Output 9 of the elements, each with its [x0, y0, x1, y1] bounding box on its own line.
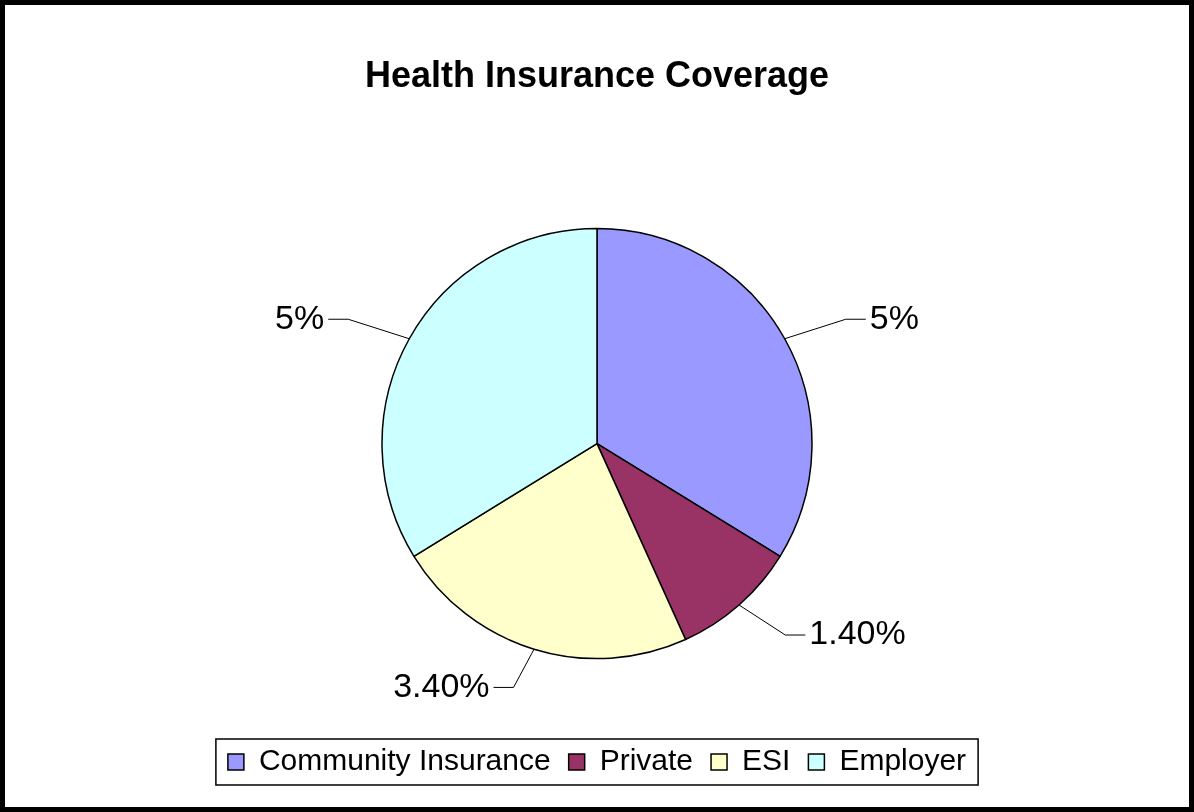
- data-label: 5%: [869, 297, 919, 336]
- legend-label: ESI: [742, 743, 791, 777]
- data-label: 3.40%: [393, 665, 490, 704]
- chart-title: Health Insurance Coverage: [364, 53, 830, 95]
- data-label: 1.40%: [809, 613, 906, 652]
- legend-label: Employer: [839, 743, 967, 777]
- data-label: 5%: [275, 297, 325, 336]
- legend-label: Private: [599, 743, 694, 777]
- legend-label: Community Insurance: [258, 743, 551, 777]
